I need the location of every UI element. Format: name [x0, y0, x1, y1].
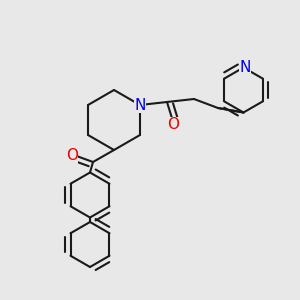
Text: O: O — [66, 148, 78, 164]
Text: N: N — [134, 98, 146, 112]
Text: N: N — [239, 60, 251, 75]
Text: O: O — [167, 117, 179, 132]
